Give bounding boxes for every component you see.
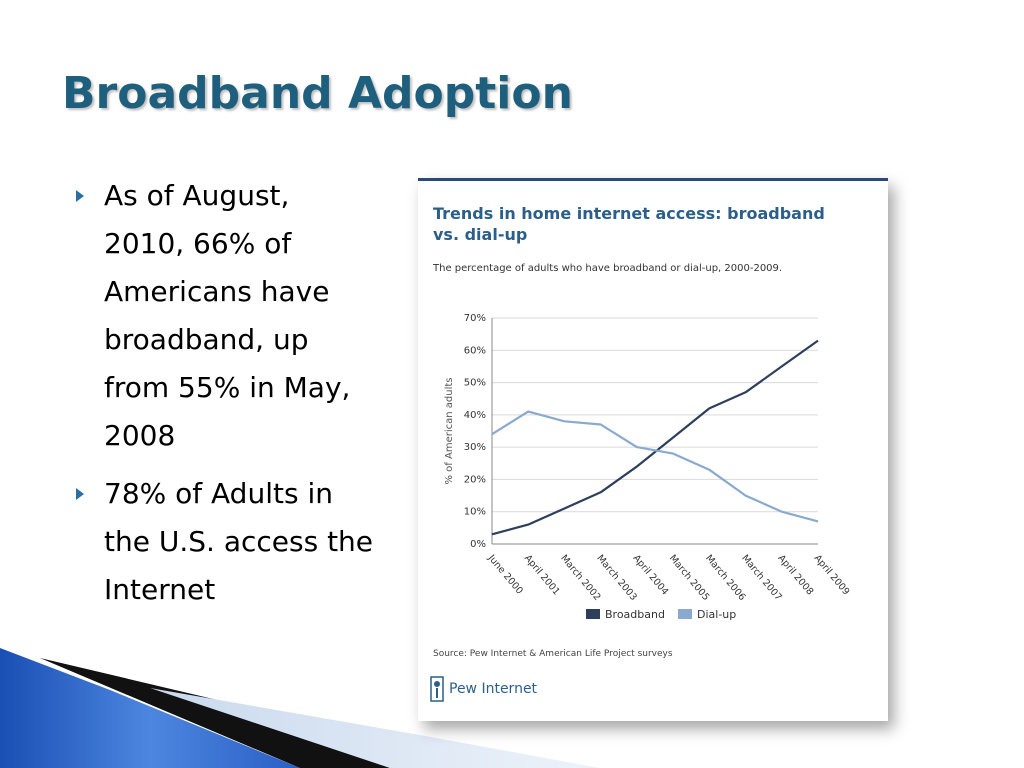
y-tick-label: 60%: [464, 345, 486, 356]
y-tick-label: 10%: [464, 507, 486, 518]
series-line-broadband: [491, 339, 819, 536]
bullet-item: As of August, 2010, 66% of Americans hav…: [76, 172, 376, 460]
chart-source: Source: Pew Internet & American Life Pro…: [433, 649, 673, 659]
y-axis-label: % of American adults: [444, 378, 455, 485]
x-tick-label: June 2000: [485, 552, 525, 597]
y-tick-label: 30%: [464, 442, 486, 453]
chart-card: Trends in home internet access: broadban…: [418, 178, 888, 721]
chart-title: Trends in home internet access: broadban…: [433, 204, 825, 244]
pew-logo-icon: [430, 676, 444, 702]
x-tick-label: April 2004: [631, 553, 671, 598]
legend-swatch: [678, 609, 692, 619]
x-tick-label: April 2008: [775, 553, 815, 598]
bullet-text: As of August, 2010, 66% of Americans hav…: [104, 179, 351, 452]
x-tick-label: April 2001: [522, 553, 562, 598]
y-tick-label: 70%: [464, 313, 486, 324]
triangle-bullet-icon: [76, 190, 84, 202]
pew-internet-logo: Pew Internet: [430, 673, 537, 705]
series-line-dial-up: [491, 410, 819, 523]
y-tick-label: 50%: [464, 378, 486, 389]
y-tick-label: 40%: [464, 410, 486, 421]
bullet-text: 78% of Adults in the U.S. access the Int…: [104, 477, 374, 606]
x-tick-label: April 2009: [812, 553, 852, 598]
legend-label: Broadband: [605, 608, 665, 621]
slide-title: Broadband Adoption: [62, 68, 573, 119]
chart-subtitle: The percentage of adults who have broadb…: [433, 263, 783, 274]
bullet-item: 78% of Adults in the U.S. access the Int…: [76, 470, 376, 614]
y-tick-label: 0%: [470, 539, 486, 550]
bullet-list: As of August, 2010, 66% of Americans hav…: [76, 172, 376, 624]
triangle-bullet-icon: [76, 488, 84, 500]
legend-label: Dial-up: [697, 608, 736, 621]
logo-text: Pew Internet: [449, 681, 538, 697]
legend-swatch: [586, 609, 600, 619]
y-tick-label: 20%: [464, 474, 486, 485]
